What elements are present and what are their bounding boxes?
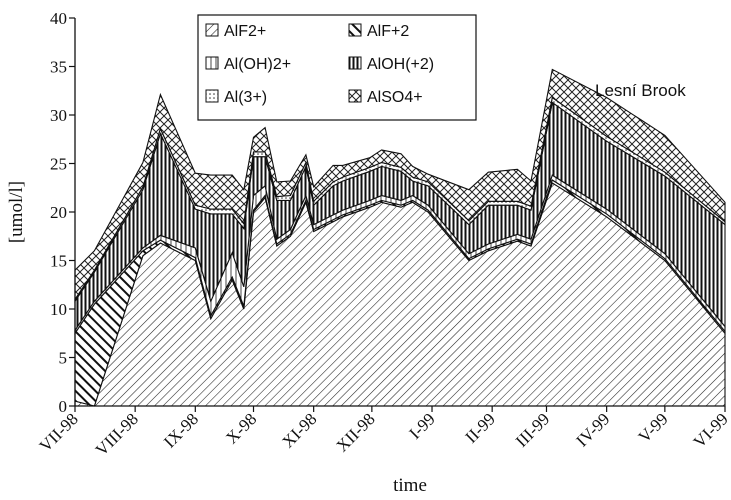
legend-swatch: [205, 23, 219, 37]
y-tick-label: 40: [50, 9, 67, 28]
legend-label: Al(OH)2+: [224, 56, 291, 73]
y-tick-label: 15: [50, 252, 67, 271]
x-tick-label: IV-99: [572, 409, 613, 450]
x-tick-label: III-99: [512, 409, 553, 450]
x-tick-label: VII-98: [36, 409, 82, 455]
y-tick-label: 35: [50, 58, 67, 77]
y-tick-label: 25: [50, 155, 67, 174]
legend-label: AlF+2: [367, 23, 409, 40]
legend-swatch: [205, 56, 219, 70]
legend-swatch: [348, 89, 362, 103]
y-tick-label: 20: [50, 203, 67, 222]
x-tick-label: I-99: [405, 409, 438, 442]
y-tick-label: 30: [50, 106, 67, 125]
legend-label: AlF2+: [224, 23, 266, 40]
y-tick-label: 10: [50, 300, 67, 319]
x-tick-label: VIII-98: [92, 409, 142, 459]
legend-swatch: [348, 23, 362, 37]
x-tick-label: VI-99: [690, 409, 731, 451]
legend-swatch: [348, 56, 362, 70]
x-tick-label: XI-98: [278, 409, 320, 451]
x-tick-label: X-98: [222, 409, 260, 447]
x-tick-label: XII-98: [333, 409, 379, 455]
x-tick-label: V-99: [635, 409, 672, 446]
chart-annotation: Lesní Brook: [595, 81, 686, 100]
legend-label: AlOH(+2): [367, 56, 434, 73]
x-ticks: VII-98 VIII-98 IX-98 X-98 XI-98 XII-98 I-99 II-…: [36, 406, 731, 460]
area-series-AlSO4+: [74, 68, 726, 302]
y-axis-title: [umol/l]: [6, 181, 27, 243]
x-tick-label: IX-98: [160, 409, 202, 451]
legend-label: AlSO4+: [367, 89, 423, 106]
y-tick-label: 5: [59, 349, 68, 368]
y-tick-label: 0: [59, 397, 68, 416]
legend-swatch: [205, 89, 219, 103]
legend-label: Al(3+): [224, 89, 267, 106]
legend-box: [197, 14, 477, 121]
x-axis-title: time: [393, 475, 427, 496]
legend: AlF2+ AlF+2 Al(OH)2+ AlOH(+2) Al(3+) AlSO4+: [197, 14, 477, 121]
y-ticks: 0 5 10 15 20 25 30 35 40: [50, 9, 75, 416]
x-tick-label: II-99: [462, 409, 499, 446]
